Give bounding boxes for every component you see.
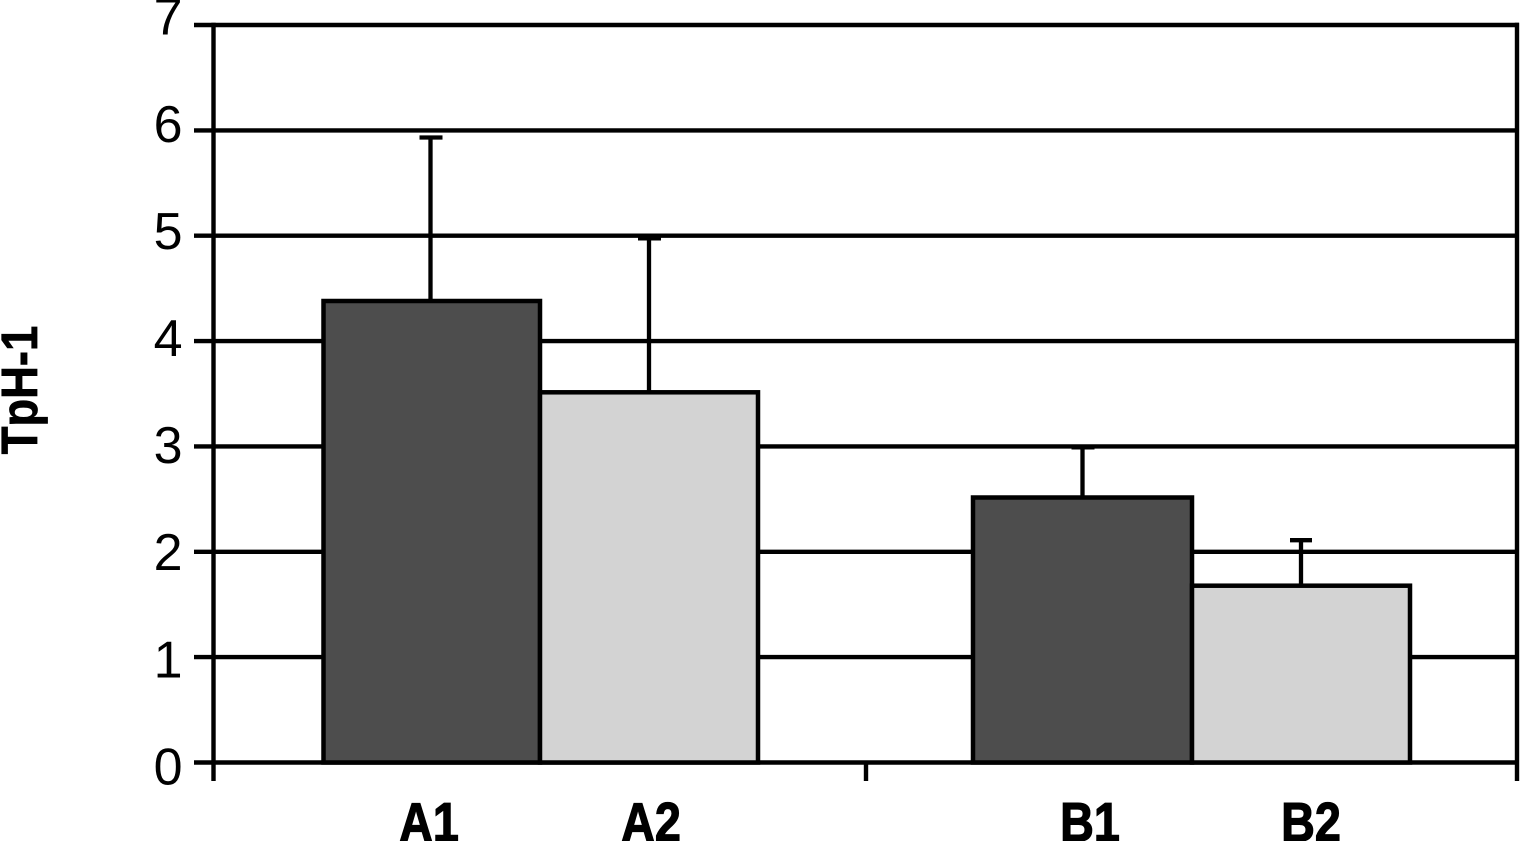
svg-text:1: 1 [154, 631, 183, 689]
svg-text:B1: B1 [1060, 791, 1120, 841]
svg-text:A2: A2 [621, 791, 681, 841]
svg-text:6: 6 [154, 96, 183, 154]
svg-text:4: 4 [154, 310, 183, 368]
svg-text:5: 5 [154, 203, 183, 261]
svg-text:2: 2 [154, 524, 183, 582]
svg-text:A1: A1 [399, 791, 459, 841]
svg-text:TpH-1: TpH-1 [0, 326, 49, 455]
svg-text:7: 7 [154, 0, 183, 47]
svg-text:B2: B2 [1281, 791, 1341, 841]
svg-text:3: 3 [154, 417, 183, 475]
svg-text:0: 0 [154, 738, 183, 796]
